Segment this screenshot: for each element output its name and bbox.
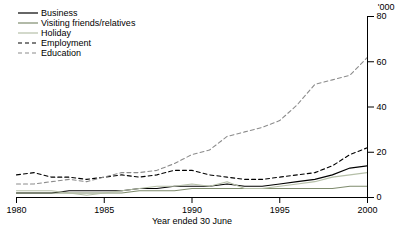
svg-text:80: 80 — [377, 11, 387, 21]
svg-text:1980: 1980 — [6, 205, 26, 215]
svg-text:1990: 1990 — [182, 205, 202, 215]
svg-text:40: 40 — [377, 102, 387, 112]
svg-text:'000: '000 — [378, 2, 395, 12]
html-text:Education: Education — [41, 48, 81, 58]
svg-text:20: 20 — [377, 147, 387, 157]
html-text:Employment: Employment — [41, 38, 91, 48]
svg-text:Year ended 30 June: Year ended 30 June — [152, 216, 232, 226]
svg-text:0: 0 — [377, 192, 382, 202]
html-text:Business: Business — [41, 8, 78, 18]
html-text:Holiday: Holiday — [41, 28, 71, 38]
svg-text:1995: 1995 — [270, 205, 290, 215]
svg-text:60: 60 — [377, 57, 387, 67]
svg-text:2000: 2000 — [357, 205, 377, 215]
html-text:Visiting friends/relatives: Visiting friends/relatives — [41, 18, 136, 28]
svg-text:1985: 1985 — [94, 205, 114, 215]
